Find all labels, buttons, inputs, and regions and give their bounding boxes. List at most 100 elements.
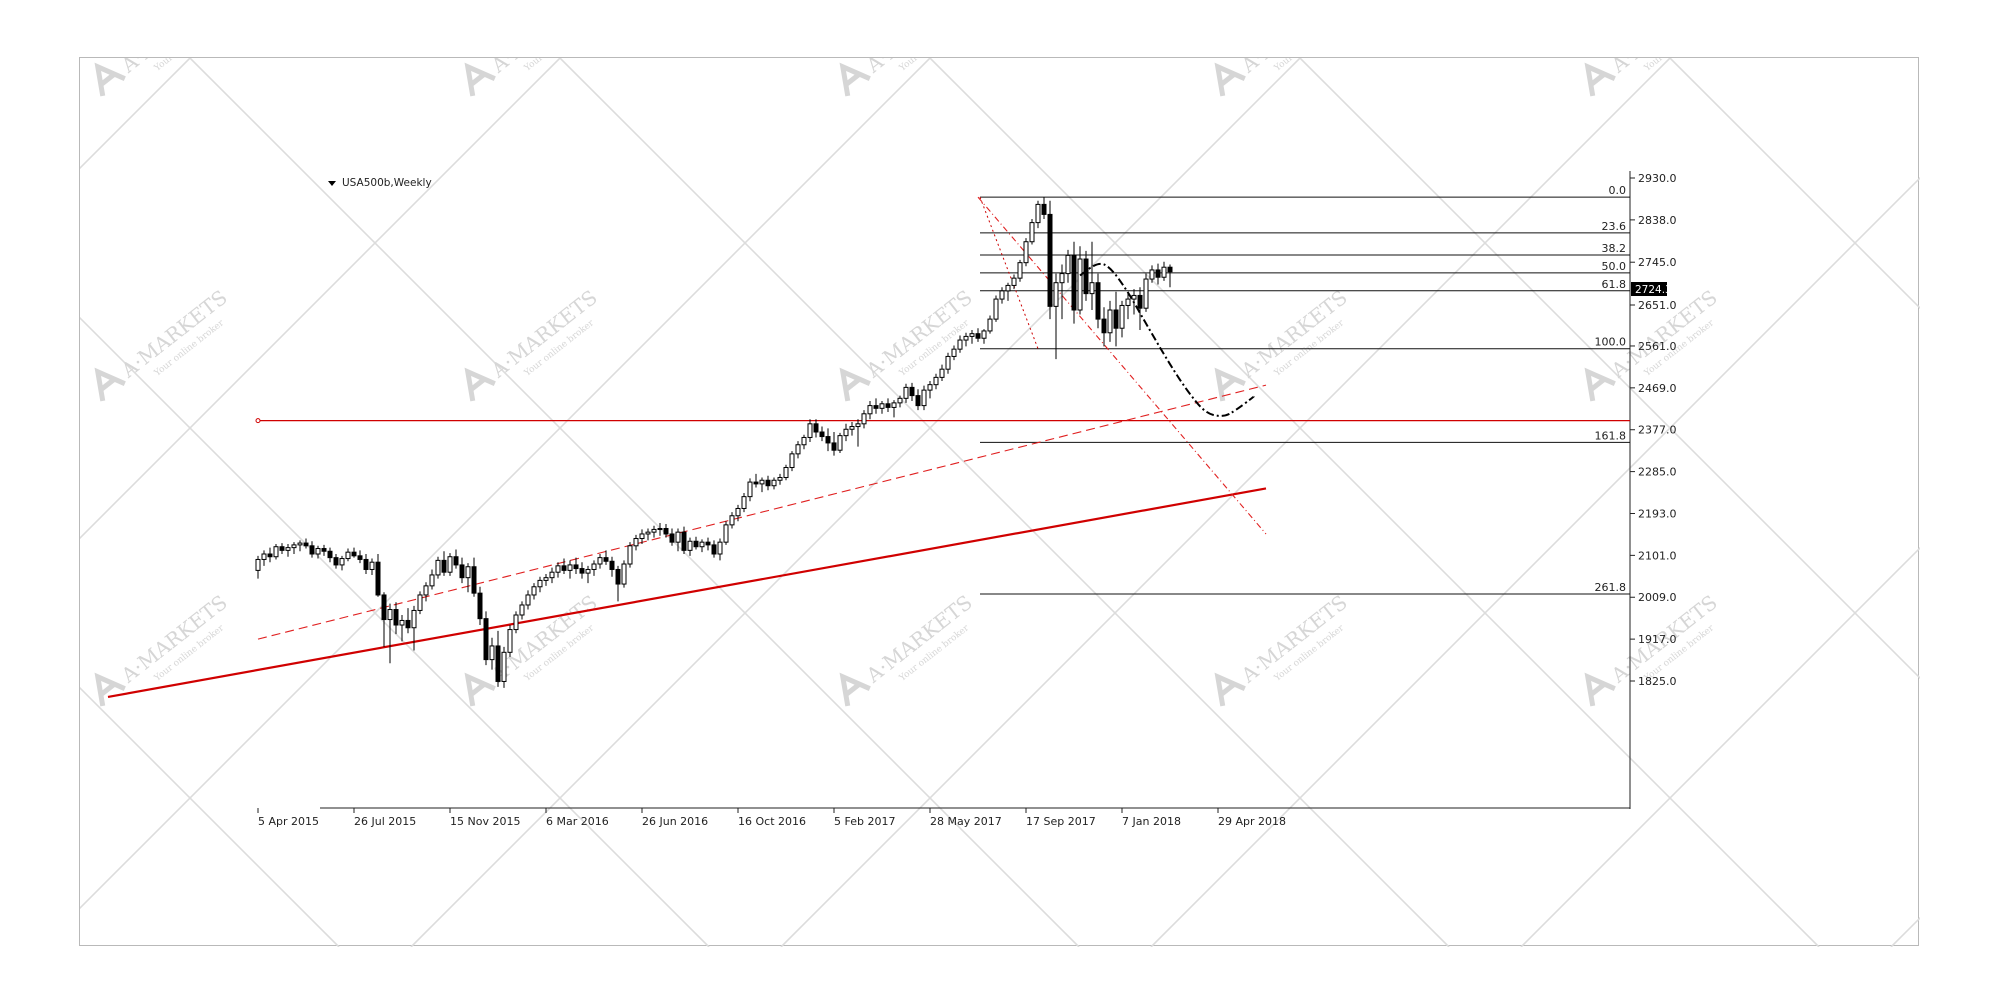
symbol-header: USA500b,Weekly [328,177,432,189]
candle-body [795,444,801,455]
candle-body [501,651,507,682]
candle-body [951,348,957,357]
candle-body [843,428,849,437]
candle-body [879,403,885,409]
watermark-tagline: Your online broker [152,58,227,74]
candle-body [1107,309,1113,334]
watermark-logo-mark [1584,367,1616,402]
candle-body [699,541,705,548]
x-tick-label: 17 Sep 2017 [1026,815,1096,828]
candle-body [537,579,543,588]
candle-body [543,577,549,581]
candle-body [1083,258,1089,295]
candle-body [309,545,315,555]
watermark-line [1150,176,1920,947]
candle-body [489,645,495,661]
watermark-logo-mark [1214,62,1246,97]
candle-body [375,561,381,596]
candle-body [627,545,633,565]
x-tick-label: 26 Jun 2016 [642,815,708,828]
current-price-box [1631,282,1667,296]
candle-body [723,524,729,543]
candle-body [675,531,681,543]
candle-body [705,541,711,546]
watermark-line [1520,546,1920,947]
projection-path [1079,262,1255,417]
candle-body [303,542,309,547]
watermark-line [1669,58,1920,310]
candle-body [579,568,585,574]
candle-body [903,386,909,399]
candle-body [855,423,861,428]
x-tick-label: 16 Oct 2016 [738,815,806,828]
candle-body [339,558,345,566]
candle-body [963,335,969,341]
current-price-marker: 2724.3 [1631,282,1672,296]
candle-body [867,405,873,415]
candle-body [1059,273,1065,284]
watermark-tagline: Your online broker [522,58,597,74]
candle-body [897,397,903,404]
support-line-anchor [255,418,261,424]
watermark-logo-mark [94,367,126,402]
x-tick-label: 28 May 2017 [930,815,1002,828]
candle-body [1167,266,1173,273]
candle-body [315,548,321,555]
y-tick-label: 1825.0 [1638,675,1677,688]
watermark-logo-mark [94,62,126,97]
candle-body [909,386,915,397]
candle-body [957,339,963,350]
x-tick-label: 5 Feb 2017 [834,815,895,828]
fibonacci-levels: 0.0 23.6 38.2 50.0 61.8 100.0 161.8 261.8 [979,184,1630,595]
candle-body [729,515,735,526]
candle-body [465,566,471,579]
candle-body [261,553,267,560]
candle-body [975,333,981,339]
x-tick-label: 7 Jan 2018 [1122,815,1181,828]
trendline [257,384,1267,640]
candle-body [1071,254,1077,311]
x-tick-label: 15 Nov 2015 [450,815,520,828]
candle-body [819,431,825,438]
candle-body [399,619,405,626]
candle-body [651,528,657,533]
candle-body [663,528,669,535]
candle-body [279,546,285,551]
candle-body [1047,213,1053,307]
candle-body [453,556,459,566]
candle-body [939,368,945,378]
candle-body [573,564,579,570]
dropdown-triangle-icon[interactable] [328,181,336,186]
watermark-line [80,316,710,947]
candle-body [693,540,699,548]
candle-body [981,330,987,339]
x-axis-ticks: 5 Apr 2015 26 Jul 2015 15 Nov 2015 6 Mar 20… [257,808,1286,828]
fib-level-label: 261.8 [1595,581,1627,594]
candle-body [1023,241,1029,264]
candle-body [417,594,423,611]
candle-body [747,481,753,498]
candle-body [681,531,687,551]
symbol-label: USA500b,Weekly [342,177,432,189]
candle-body [273,546,279,558]
candle-body [591,563,597,570]
candle-body [885,403,891,408]
candle-body [387,609,393,621]
fib-anchor-line [979,196,1039,349]
projection-curve [1079,262,1255,417]
candle-body [345,551,351,560]
fib-level-label: 0.0 [1609,184,1627,197]
candle-body [759,479,765,485]
candle-body [783,467,789,479]
candle-body [609,560,615,570]
watermark-lattice [80,58,1920,947]
watermark-line [780,58,1671,947]
candle-body [285,547,291,551]
candle-body [825,436,831,444]
candle-body [405,619,411,629]
trendlines [107,196,1630,699]
